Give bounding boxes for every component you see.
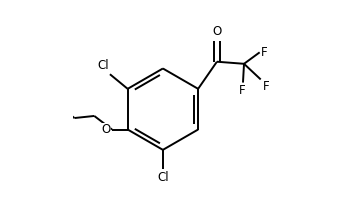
- Text: O: O: [212, 25, 222, 38]
- Text: Cl: Cl: [97, 59, 109, 72]
- Text: F: F: [239, 84, 245, 97]
- Text: F: F: [262, 80, 269, 93]
- Text: Cl: Cl: [157, 171, 169, 184]
- Text: O: O: [102, 123, 111, 136]
- Text: F: F: [261, 46, 268, 59]
